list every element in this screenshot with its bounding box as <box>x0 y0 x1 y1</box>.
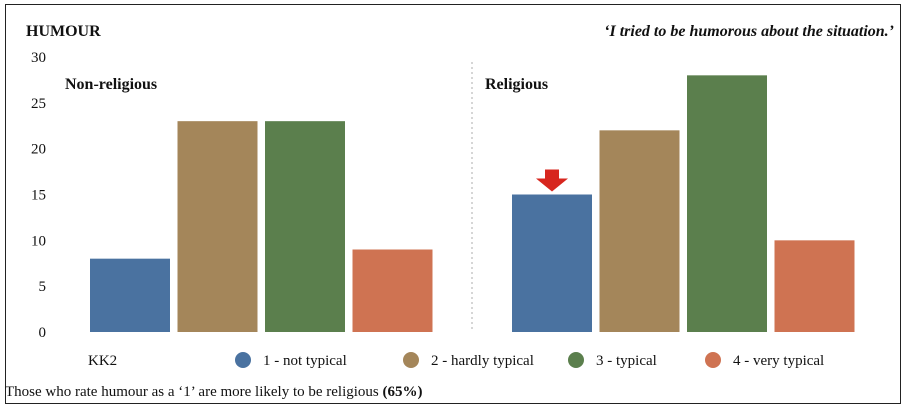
legend-label: 3 - typical <box>596 353 657 369</box>
legend-marker <box>235 352 251 368</box>
group-label: Non-religious <box>65 76 157 93</box>
y-tick-label: 20 <box>31 142 46 158</box>
caption-text: Those who rate humour as a ‘1’ are more … <box>5 384 383 400</box>
legend-marker <box>705 352 721 368</box>
bar <box>90 258 170 332</box>
y-tick-label: 0 <box>39 325 47 341</box>
y-tick-label: 25 <box>31 96 46 112</box>
group-label: Religious <box>485 76 548 93</box>
caption-emphasis: (65%) <box>382 384 423 400</box>
legend-label: 1 - not typical <box>263 353 347 369</box>
legend-label: 2 - hardly typical <box>431 353 534 369</box>
legend-marker <box>568 352 584 368</box>
y-tick-label: 10 <box>31 233 46 249</box>
bar <box>774 240 855 332</box>
chart-title: HUMOUR <box>26 23 101 40</box>
bar <box>177 121 258 333</box>
legend-label: 4 - very typical <box>733 353 824 369</box>
bar <box>265 121 345 333</box>
y-tick-label: 5 <box>39 279 47 295</box>
y-tick-label: 15 <box>31 188 46 204</box>
legend-marker <box>403 352 419 368</box>
chart-caption: Those who rate humour as a ‘1’ are more … <box>5 384 423 401</box>
chart-frame <box>5 4 901 404</box>
y-tick-label: 30 <box>31 50 46 66</box>
bar <box>512 194 592 332</box>
chart-quote: ‘I tried to be humorous about the situat… <box>604 23 894 40</box>
bar <box>599 130 680 332</box>
bar <box>687 75 767 332</box>
annotation-arrow <box>536 169 568 192</box>
legend-title: KK2 <box>88 353 117 369</box>
bar <box>352 249 433 332</box>
